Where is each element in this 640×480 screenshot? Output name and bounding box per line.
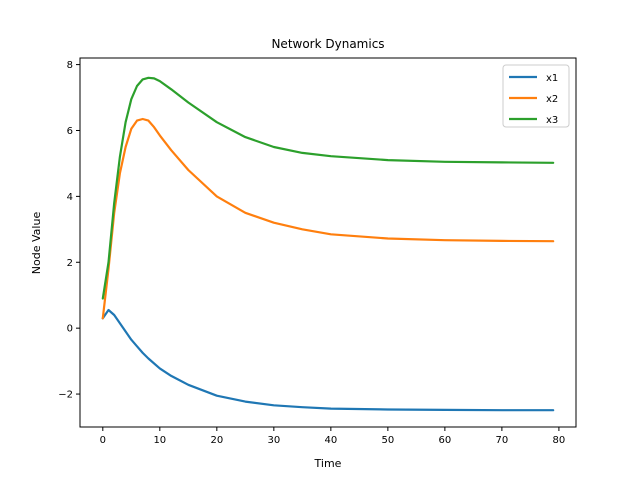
legend-box: [502, 64, 570, 128]
series-line-x2: [101, 117, 555, 320]
y-tick-label: 6: [67, 126, 73, 137]
legend: x1 x2 x3: [502, 64, 570, 128]
legend-label-x2: x2: [546, 94, 558, 105]
plot-area: 0 10 20 30 40 50 60 70 80 −2 0 2 4 6 8: [58, 57, 577, 446]
legend-label-x3: x3: [546, 115, 558, 126]
y-tick-label: 4: [67, 192, 73, 203]
x-tick-label: 60: [439, 435, 452, 446]
series-line-x3: [101, 76, 555, 300]
y-tick-label: 2: [67, 258, 73, 269]
x-axis-label: Time: [314, 457, 342, 470]
y-tick-label: 8: [67, 60, 73, 71]
y-tick-label: 0: [67, 324, 73, 335]
x-tick-label: 70: [496, 435, 509, 446]
y-tick-label: −2: [58, 390, 73, 401]
x-tick-label: 40: [324, 435, 337, 446]
x-tick-label: 20: [210, 435, 223, 446]
x-tick-label: 10: [153, 435, 166, 446]
x-tick-label: 0: [100, 435, 106, 446]
x-tick-label: 50: [381, 435, 394, 446]
axes-frame: [79, 57, 577, 428]
x-tick-label: 80: [553, 435, 566, 446]
legend-label-x1: x1: [546, 73, 558, 84]
x-tick-label: 30: [267, 435, 280, 446]
series-line-x1: [101, 308, 555, 412]
chart-title: Network Dynamics: [271, 37, 384, 51]
y-axis-label: Node Value: [30, 212, 43, 275]
